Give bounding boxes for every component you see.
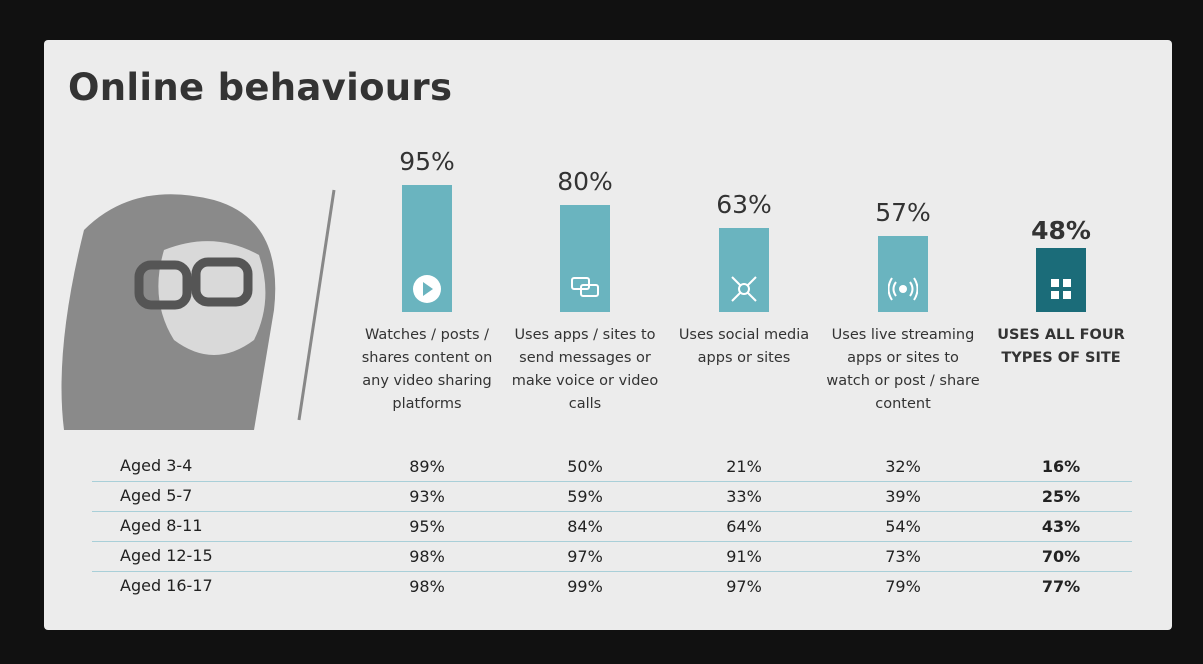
table-cell: 21%: [726, 457, 762, 476]
table-cell: 43%: [1041, 517, 1081, 536]
row-separator: [92, 511, 1132, 512]
category-label: USES ALL FOUR TYPES OF SITE: [997, 327, 1125, 366]
table-cell: 64%: [726, 517, 762, 536]
table-cell: 32%: [885, 457, 921, 476]
icon: [413, 274, 441, 303]
chart-title: Online behaviours: [68, 66, 453, 109]
table-cell: 84%: [567, 517, 603, 536]
category-label: Watches / posts / shares content on any …: [361, 327, 493, 412]
row-separator: [92, 571, 1132, 572]
icon: [1051, 278, 1071, 299]
value-label: 57%: [875, 197, 931, 227]
table-cell: 70%: [1041, 547, 1081, 566]
icon: [888, 277, 918, 301]
table-cell: 50%: [567, 457, 603, 476]
table-cell: 16%: [1041, 457, 1081, 476]
table-cell: 98%: [409, 577, 445, 596]
bar: [1036, 247, 1086, 312]
icon: [731, 276, 757, 302]
illustration: [61, 189, 336, 430]
table-cell: 73%: [885, 547, 921, 566]
value-label: 63%: [716, 189, 772, 219]
table-cell: 59%: [567, 487, 603, 506]
bar: [402, 184, 452, 312]
row-separator: [92, 481, 1132, 482]
panel: Online behaviours 95% Watches / posts / s…: [44, 40, 1172, 630]
table-cell: 98%: [409, 547, 445, 566]
value-label: 48%: [1031, 215, 1091, 245]
row-label: Aged 5-7: [120, 486, 193, 505]
bar: [878, 235, 928, 312]
table-cell: 99%: [567, 577, 603, 596]
table-cell: 97%: [567, 547, 603, 566]
category-label: Uses live streaming apps or sites to wat…: [826, 327, 980, 412]
icon: [571, 276, 599, 297]
table-cell: 93%: [409, 487, 445, 506]
table-cell: 54%: [885, 517, 921, 536]
category-label: Uses social media apps or sites: [678, 327, 810, 366]
row-separator: [92, 541, 1132, 542]
table-cell: 95%: [409, 517, 445, 536]
bar: [560, 204, 610, 312]
table-cell: 33%: [726, 487, 762, 506]
row-label: Aged 3-4: [120, 456, 193, 475]
table-cell: 25%: [1041, 487, 1081, 506]
row-label: Aged 12-15: [120, 546, 213, 565]
row-label: Aged 8-11: [120, 516, 203, 535]
category-label: Uses apps / sites to send messages or ma…: [511, 327, 659, 412]
table-cell: 77%: [1041, 577, 1081, 596]
table-cell: 79%: [885, 577, 921, 596]
table-cell: 39%: [885, 487, 921, 506]
bar: [719, 227, 769, 312]
value-label: 80%: [557, 166, 613, 196]
table-cell: 89%: [409, 457, 445, 476]
table-cell: 97%: [726, 577, 762, 596]
value-label: 95%: [399, 146, 455, 176]
table-cell: 91%: [726, 547, 762, 566]
row-label: Aged 16-17: [120, 576, 213, 595]
